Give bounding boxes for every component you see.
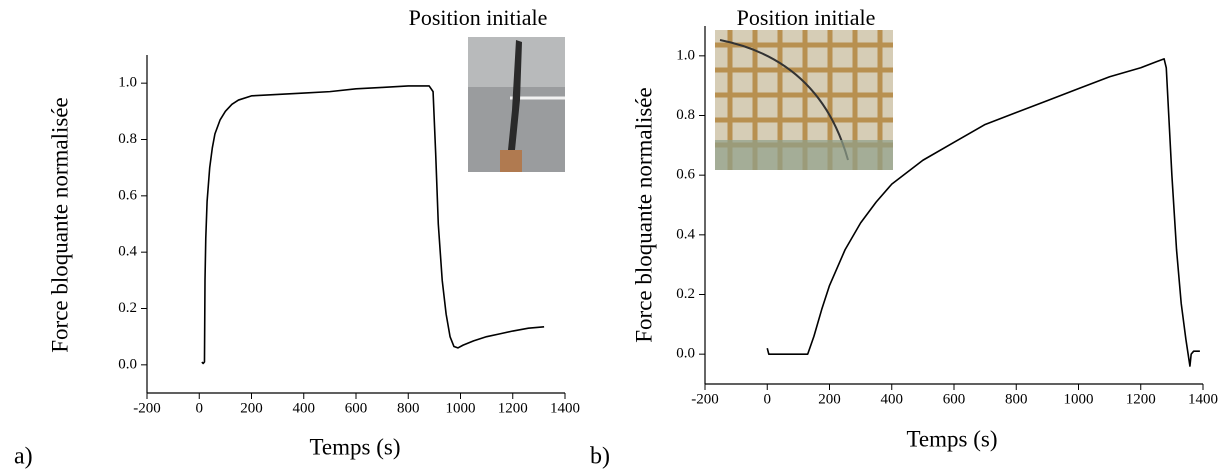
y-tick-label: 0.8 — [676, 107, 695, 123]
y-tick-label: 1.0 — [676, 47, 695, 63]
x-tick-label: 0 — [764, 391, 772, 407]
data-line — [201, 85, 545, 365]
y-tick-label: 0.4 — [676, 226, 695, 242]
y-tick-label: 0.6 — [676, 167, 695, 183]
inset-clamp — [500, 150, 522, 172]
x-tick-label: 200 — [240, 400, 263, 416]
x-tick-label: -200 — [691, 391, 719, 407]
x-tick-label: 600 — [345, 400, 368, 416]
x-tick-label: 400 — [881, 391, 904, 407]
x-tick-label: 800 — [397, 400, 420, 416]
y-tick-label: 1.0 — [118, 75, 137, 91]
panel-label: a) — [14, 444, 33, 470]
y-tick-label: 0.6 — [118, 187, 137, 203]
y-tick-label: 0.8 — [118, 131, 137, 147]
x-tick-label: 400 — [293, 400, 316, 416]
inset-b — [715, 30, 893, 170]
x-tick-label: 800 — [1005, 391, 1028, 407]
y-tick-label: 0.4 — [118, 244, 137, 260]
x-tick-label: 1200 — [1126, 391, 1156, 407]
x-tick-label: 200 — [818, 391, 841, 407]
inset-sample — [508, 40, 522, 150]
x-tick-label: 600 — [943, 391, 966, 407]
x-tick-label: 1400 — [1188, 391, 1218, 407]
y-tick-label: 0.2 — [118, 300, 137, 316]
x-tick-label: -200 — [133, 400, 161, 416]
inset-title: Position initiale — [409, 5, 548, 30]
y-tick-label: 0.0 — [118, 356, 137, 372]
x-axis-label: Temps (s) — [309, 434, 400, 459]
x-tick-label: 1200 — [498, 400, 528, 416]
inset-sample — [719, 39, 849, 161]
x-axis-label: Temps (s) — [906, 426, 997, 451]
x-tick-label: 0 — [196, 400, 204, 416]
inset-title: Position initiale — [737, 5, 876, 30]
x-tick-label: 1000 — [446, 400, 476, 416]
inset-a — [468, 37, 565, 172]
x-tick-label: 1000 — [1064, 391, 1094, 407]
y-axis-label: Force bloquante normalisée — [631, 87, 656, 342]
inset-blur — [715, 140, 893, 170]
y-tick-label: 0.2 — [676, 286, 695, 302]
panel-label: b) — [590, 444, 610, 470]
y-tick-label: 0.0 — [676, 346, 695, 362]
data-line — [766, 58, 1200, 367]
x-tick-label: 1400 — [550, 400, 580, 416]
y-axis-label: Force bloquante normalisée — [47, 97, 72, 352]
